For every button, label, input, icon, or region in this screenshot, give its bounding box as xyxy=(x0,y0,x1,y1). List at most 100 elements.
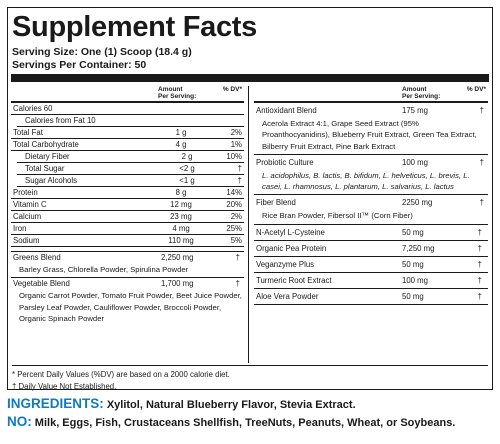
nutrient-amount: <2 g xyxy=(179,164,195,173)
nutrient-name: Organic Pea Protein xyxy=(256,243,327,253)
fiber-blend: Fiber Blend 2250 mg † Rice Bran Powder, … xyxy=(254,195,488,225)
thick-divider xyxy=(11,74,489,82)
column-divider xyxy=(248,86,249,363)
blend-dv: † xyxy=(235,279,240,289)
nutrient-name: Calories 60 xyxy=(13,104,53,113)
blend-dv: † xyxy=(479,198,484,208)
per-serving-heading: Per Serving: xyxy=(158,93,197,100)
nutrient-dv: 20% xyxy=(226,200,242,209)
ingredients-line: INGREDIENTS: Xylitol, Natural Blueberry … xyxy=(7,396,356,413)
blend-name: Antioxidant Blend xyxy=(256,106,317,115)
footnotes: * Percent Daily Values (%DV) are based o… xyxy=(12,365,488,392)
nutrient-name: Protein xyxy=(13,188,38,197)
nutrient-amount: 1 g xyxy=(175,128,187,137)
blend-name: Fiber Blend xyxy=(256,198,296,208)
nutrient-amount: <1 g xyxy=(179,176,195,185)
blend-dv: † xyxy=(479,106,484,115)
nutrient-name: Aloe Vera Powder xyxy=(256,291,319,301)
nutrient-name: Total Fat xyxy=(13,128,43,137)
table-row: Dietary Fiber 2 g 10% xyxy=(17,151,244,163)
blend-description: Acerola Extract 4:1, Grape Seed Extract … xyxy=(262,119,477,151)
nutrient-name: Calories from Fat 10 xyxy=(25,116,96,125)
blend-dv: † xyxy=(479,157,484,167)
allergen-line: NO: Milk, Eggs, Fish, Crustaceans Shellf… xyxy=(7,414,455,431)
nutrient-amount: 4 mg xyxy=(172,224,190,233)
nutrient-amount: 2 g xyxy=(181,152,193,161)
nutrient-amount: 100 mg xyxy=(402,275,429,285)
left-column-header: Amount Per Serving: % DV* xyxy=(11,82,244,103)
ingredients-label: INGREDIENTS: xyxy=(7,396,104,411)
nutrient-name: Calcium xyxy=(13,212,42,221)
nutrient-name: Total Sugar xyxy=(25,164,65,173)
table-row: Iron 4 mg 25% xyxy=(11,223,244,235)
right-column-header: Amount Per Serving: % DV* xyxy=(254,82,488,103)
footnote-daily-values: * Percent Daily Values (%DV) are based o… xyxy=(12,370,230,379)
table-row: Calories from Fat 10 xyxy=(17,115,244,127)
blend-amount: 2250 mg xyxy=(402,198,433,208)
serving-size: Serving Size: One (1) Scoop (18.4 g) xyxy=(12,46,192,58)
vegetable-blend: Vegetable Blend 1,700 mg † Organic Carro… xyxy=(11,278,244,326)
allergen-label: NO: xyxy=(7,414,32,429)
amount-heading: Amount xyxy=(402,86,427,93)
allergen-text: Milk, Eggs, Fish, Crustaceans Shellfish,… xyxy=(31,417,456,429)
dv-heading: % DV* xyxy=(466,86,486,93)
blend-description: Barley Grass, Chlorella Powder, Spirulin… xyxy=(19,265,189,274)
nutrient-name: Iron xyxy=(13,224,27,233)
blend-description: L. acidophilus, B. lactis, B. bifidum, L… xyxy=(262,170,470,192)
nutrient-name: Sodium xyxy=(13,236,40,245)
table-row: N-Acetyl L-Cysteine 50 mg † xyxy=(254,225,488,241)
table-row: Sodium 110 mg 5% xyxy=(11,235,244,247)
nutrient-dv: † xyxy=(237,176,242,185)
nutrient-amount: 50 mg xyxy=(402,227,424,237)
ingredient-rows: N-Acetyl L-Cysteine 50 mg † Organic Pea Pro… xyxy=(254,225,488,305)
table-row: Vitamin C 12 mg 20% xyxy=(11,199,244,211)
nutrient-dv: 10% xyxy=(226,152,242,161)
footnote-not-established: † Daily Value Not Established. xyxy=(12,381,117,391)
nutrient-dv: 2% xyxy=(230,212,242,221)
nutrient-dv: † xyxy=(477,291,482,301)
nutrient-rows: Calories 60 Calories from Fat 10 Total Fat… xyxy=(11,103,244,247)
supplement-facts-panel: Supplement Facts Serving Size: One (1) S… xyxy=(7,7,493,392)
blend-name: Probiotic Culture xyxy=(256,157,314,167)
nutrient-amount: 50 mg xyxy=(402,259,424,269)
antioxidant-blend: Antioxidant Blend 175 mg † Acerola Extra… xyxy=(254,103,488,155)
nutrient-name: Turmeric Root Extract xyxy=(256,275,332,285)
table-row: Calcium 23 mg 2% xyxy=(11,211,244,223)
nutrient-name: Vitamin C xyxy=(13,200,47,209)
nutrient-amount: 8 g xyxy=(175,188,187,197)
nutrient-amount: 50 mg xyxy=(402,291,424,301)
nutrient-dv: 25% xyxy=(226,224,242,233)
nutrient-dv: † xyxy=(477,227,482,237)
nutrient-amount: 12 mg xyxy=(170,200,192,209)
table-row: Sugar Alcohols <1 g † xyxy=(17,175,244,187)
blend-amount: 175 mg xyxy=(402,106,429,115)
probiotic-culture: Probiotic Culture 100 mg † L. acidophilu… xyxy=(254,155,488,196)
nutrient-name: Sugar Alcohols xyxy=(25,176,78,185)
table-row: Aloe Vera Powder 50 mg † xyxy=(254,289,488,305)
nutrient-amount: 4 g xyxy=(175,140,187,149)
table-row: Veganzyme Plus 50 mg † xyxy=(254,257,488,273)
table-row: Total Carbohydrate 4 g 1% xyxy=(11,139,244,151)
table-row: Turmeric Root Extract 100 mg † xyxy=(254,273,488,289)
blend-description: Rice Bran Powder, Fibersol II™ (Corn Fib… xyxy=(262,211,413,221)
nutrient-dv: 2% xyxy=(230,128,242,137)
nutrient-name: N-Acetyl L-Cysteine xyxy=(256,227,325,237)
right-column: Amount Per Serving: % DV* Antioxidant Bl… xyxy=(254,82,488,305)
nutrient-dv: † xyxy=(477,259,482,269)
left-column: Amount Per Serving: % DV* Calories 60 Cal… xyxy=(11,82,244,326)
nutrient-name: Veganzyme Plus xyxy=(256,259,315,269)
table-row: Total Fat 1 g 2% xyxy=(11,127,244,139)
table-row: Total Sugar <2 g † xyxy=(17,163,244,175)
per-serving-heading: Per Serving: xyxy=(402,93,441,100)
blend-dv: † xyxy=(235,253,240,262)
blend-amount: 100 mg xyxy=(402,157,429,167)
dv-heading: % DV* xyxy=(222,86,242,93)
blend-amount: 2,250 mg xyxy=(161,253,194,262)
nutrient-name: Total Carbohydrate xyxy=(13,140,79,149)
nutrient-amount: 7,250 mg xyxy=(402,243,435,253)
amount-heading: Amount xyxy=(158,86,183,93)
table-row: Calories 60 xyxy=(11,103,244,115)
blend-name: Greens Blend xyxy=(13,253,61,262)
ingredients-text: Xylitol, Natural Blueberry Flavor, Stevi… xyxy=(103,399,356,411)
nutrient-dv: † xyxy=(237,164,242,173)
